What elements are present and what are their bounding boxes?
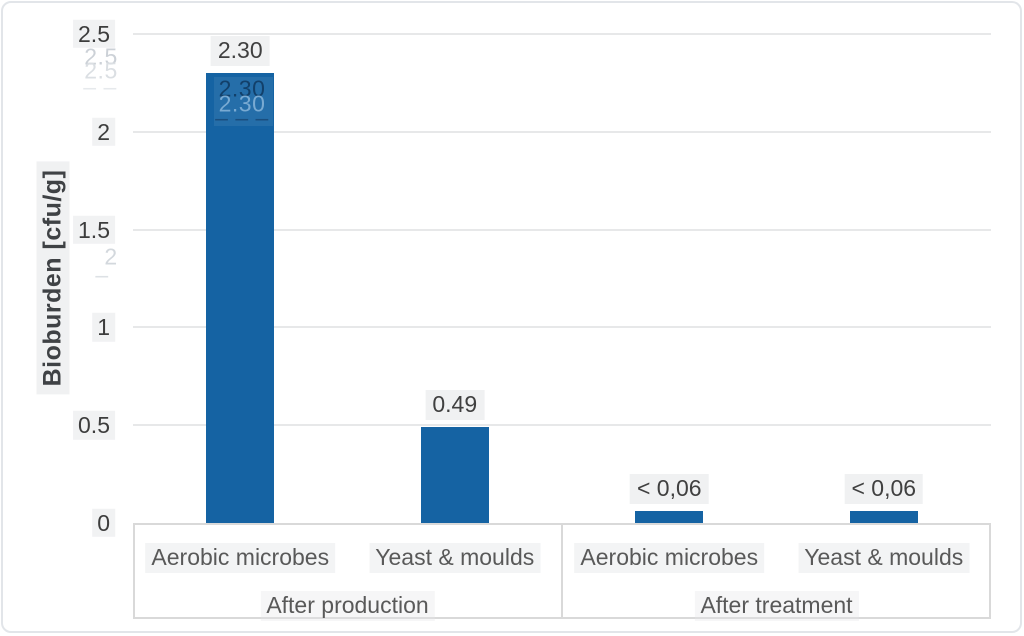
y-axis-title: Bioburden [cfu/g]: [36, 161, 70, 395]
y-tick-label: 1.5: [73, 215, 115, 244]
ghost-artifact-text: ‒: [95, 261, 109, 288]
y-tick-label: 0: [92, 508, 115, 538]
gridline: [133, 228, 991, 231]
bar: [206, 73, 275, 523]
gridline: [133, 326, 991, 329]
ghost-artifact-text: ‒ ‒: [83, 73, 117, 100]
group-label: After production: [260, 591, 435, 621]
y-tick-label: 1: [92, 313, 115, 342]
bar: [635, 511, 704, 523]
ghost-artifact-text: 2: [104, 243, 118, 270]
group-label: After treatment: [694, 591, 859, 621]
bar-value-label: < 0,06: [629, 474, 709, 504]
y-tick-label: 2.5: [73, 19, 115, 49]
group-divider: [561, 523, 563, 619]
ghost-artifact-text: 2.5: [84, 43, 118, 70]
category-label: Yeast & moulds: [798, 543, 970, 573]
gridline: [133, 33, 991, 35]
bar-value-label: 2.30: [210, 36, 270, 66]
bar: [420, 427, 489, 523]
category-label: Yeast & moulds: [369, 543, 541, 573]
ghost-artifact-text: 2.5: [84, 57, 118, 84]
category-label: Aerobic microbes: [145, 543, 336, 573]
gridline: [133, 424, 991, 427]
category-label: Aerobic microbes: [574, 543, 765, 573]
gridline: [133, 130, 991, 133]
bar: [849, 511, 918, 523]
bar-value-label: < 0,06: [844, 474, 924, 504]
y-tick-label: 2: [92, 117, 115, 147]
y-tick-label: 0.5: [73, 410, 115, 440]
bar-value-label: 0.49: [425, 390, 485, 420]
